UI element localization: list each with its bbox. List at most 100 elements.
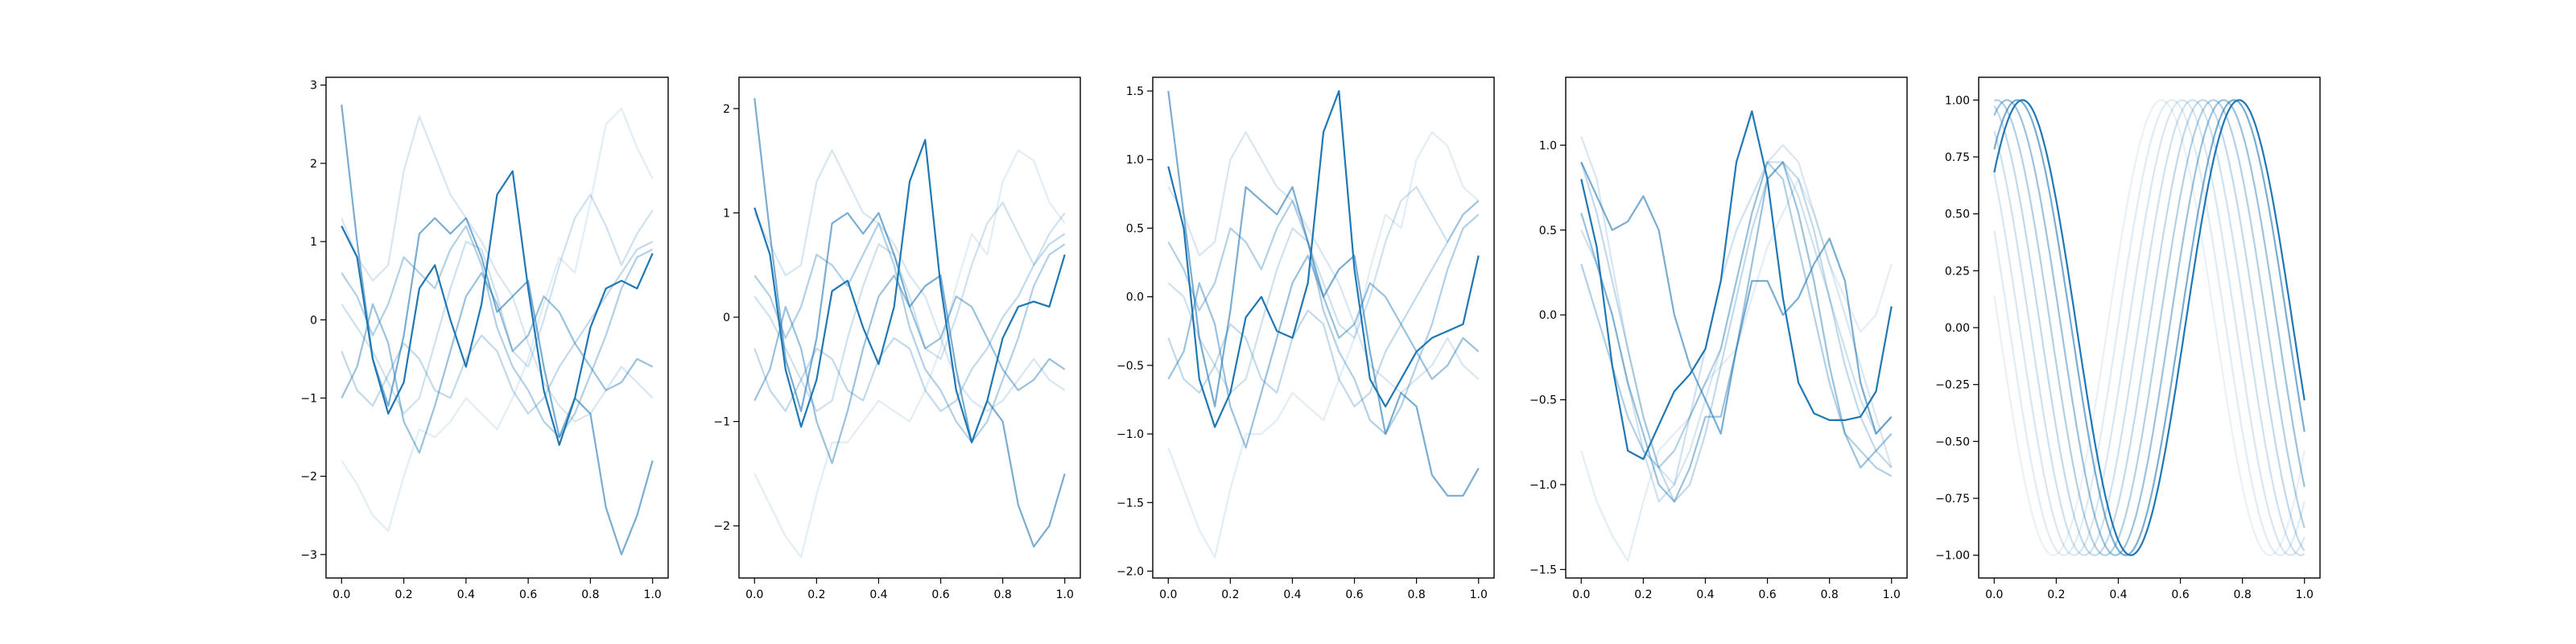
- y-tick-label: 0.5: [1539, 225, 1557, 237]
- series-group: [341, 104, 654, 555]
- series-line-1: [341, 107, 654, 532]
- x-tick-label: 0.6: [1345, 588, 1363, 601]
- series-line-4: [341, 241, 654, 415]
- x-tick-label: 0.6: [931, 588, 949, 601]
- series-line-3: [341, 193, 654, 415]
- y-tick-label: 1.00: [1945, 94, 1970, 107]
- axes-frame: [1152, 76, 1495, 579]
- series-line-1: [1993, 99, 2306, 556]
- series-line-7: [341, 104, 654, 555]
- series-line-5: [341, 225, 654, 439]
- y-tick-label: −1.5: [1117, 497, 1144, 510]
- series-line-5: [1167, 200, 1480, 436]
- y-tick-label: 1.5: [1126, 85, 1144, 98]
- series-line-7: [1993, 99, 2306, 556]
- series-line-8: [341, 170, 654, 446]
- x-tick-label: 0.8: [2234, 588, 2252, 601]
- y-tick-label: −1: [300, 392, 317, 405]
- subplot-3: 0.0 0.2 0.4 0.6 0.8 1.0 1.5 1.0 0.5 0.0 −0.5 −1.0 −1…: [1117, 76, 1495, 601]
- y-tick-label: −1: [713, 416, 730, 429]
- x-tick-label: 0.8: [1821, 588, 1839, 601]
- y-tick-label: −3: [300, 549, 317, 562]
- series-line-8: [753, 138, 1066, 444]
- series-line-8: [1993, 99, 2306, 556]
- series-group: [1167, 89, 1480, 559]
- x-tick-label: 0.8: [1408, 588, 1426, 601]
- x-tick-label: 0.4: [869, 588, 887, 601]
- y-tick-label: −0.25: [1935, 379, 1970, 392]
- y-tick-label: 0: [723, 312, 730, 324]
- x-tick-label: 1.0: [1470, 588, 1488, 601]
- x-tick-label: 0.8: [994, 588, 1012, 601]
- series-line-4: [1167, 200, 1480, 408]
- series-line-8: [1167, 89, 1480, 428]
- x-tick-label: 1.0: [1883, 588, 1901, 601]
- x-tick-label: 0.0: [332, 588, 350, 601]
- y-tick-label: 2: [723, 103, 730, 116]
- y-tick-label: −1.00: [1935, 550, 1970, 563]
- y-tick-label: −2: [300, 471, 317, 484]
- x-tick-label: 0.6: [1758, 588, 1776, 601]
- y-tick-label: −1.0: [1530, 479, 1557, 492]
- x-tick-label: 0.2: [2047, 588, 2065, 601]
- x-tick-label: 0.6: [519, 588, 537, 601]
- x-tick-label: 0.2: [807, 588, 825, 601]
- series-line-6: [753, 275, 1066, 464]
- x-tick-label: 0.0: [1985, 588, 2003, 601]
- series-line-1: [1167, 131, 1480, 559]
- x-tick-label: 0.2: [394, 588, 412, 601]
- y-tick-label: −1.5: [1530, 564, 1557, 576]
- axes-frame: [1565, 76, 1908, 579]
- series-group: [1580, 110, 1893, 563]
- y-tick-label: 0.25: [1945, 265, 1970, 278]
- y-tick-label: −0.75: [1935, 493, 1970, 506]
- subplot-4: 0.0 0.2 0.4 0.6 0.8 1.0 1.0 0.5 0.0 −0.5 −1.0 −1.5: [1530, 76, 1908, 601]
- series-line-4: [753, 233, 1066, 412]
- y-tick-label: 0.5: [1126, 222, 1144, 235]
- x-tick-label: 0.4: [457, 588, 475, 601]
- series-line-2: [1993, 99, 2306, 556]
- series-line-5: [753, 222, 1066, 444]
- subplot-1: 0.0 0.2 0.4 0.6 0.8 1.0 3 2 1 0 −1 −2 −3: [300, 76, 669, 601]
- series-line-4: [1580, 161, 1893, 503]
- x-tick-label: 1.0: [644, 588, 662, 601]
- x-tick-label: 0.0: [745, 588, 763, 601]
- y-tick-label: 0.75: [1945, 151, 1970, 164]
- series-line-5: [1580, 161, 1893, 477]
- series-line-7: [1580, 161, 1893, 435]
- y-tick-label: 1.0: [1126, 154, 1144, 167]
- y-tick-label: 0.00: [1945, 322, 1970, 335]
- series-line-1: [1580, 178, 1893, 563]
- x-tick-label: 0.0: [1572, 588, 1590, 601]
- axes-frame: [325, 76, 669, 579]
- series-line-7: [753, 97, 1066, 548]
- series-group: [753, 97, 1066, 559]
- y-tick-label: 1: [310, 236, 317, 249]
- series-line-8: [1580, 110, 1893, 460]
- series-line-9: [1993, 99, 2306, 556]
- y-tick-label: −0.5: [1530, 394, 1557, 407]
- series-line-3: [1993, 99, 2306, 556]
- x-tick-label: 0.8: [581, 588, 599, 601]
- y-tick-label: −0.5: [1117, 360, 1144, 373]
- y-tick-label: 1: [723, 207, 730, 220]
- y-tick-label: 0: [310, 314, 317, 327]
- series-line-1: [753, 149, 1066, 559]
- series-line-3: [1167, 186, 1480, 394]
- series-line-7: [1167, 90, 1480, 497]
- series-group: [1993, 99, 2306, 556]
- series-line-2: [1580, 136, 1893, 486]
- series-line-6: [1993, 99, 2306, 556]
- y-tick-label: 2: [310, 158, 317, 171]
- series-line-2: [753, 149, 1066, 412]
- series-line-6: [341, 271, 654, 454]
- y-tick-label: 3: [310, 80, 317, 93]
- y-tick-label: −2: [713, 520, 730, 533]
- y-tick-label: 0.50: [1945, 208, 1970, 221]
- x-tick-label: 0.4: [2109, 588, 2127, 601]
- series-line-5: [1993, 99, 2306, 556]
- x-tick-label: 0.0: [1159, 588, 1177, 601]
- y-tick-label: −1.0: [1117, 428, 1144, 441]
- y-tick-label: 0.0: [1539, 309, 1557, 322]
